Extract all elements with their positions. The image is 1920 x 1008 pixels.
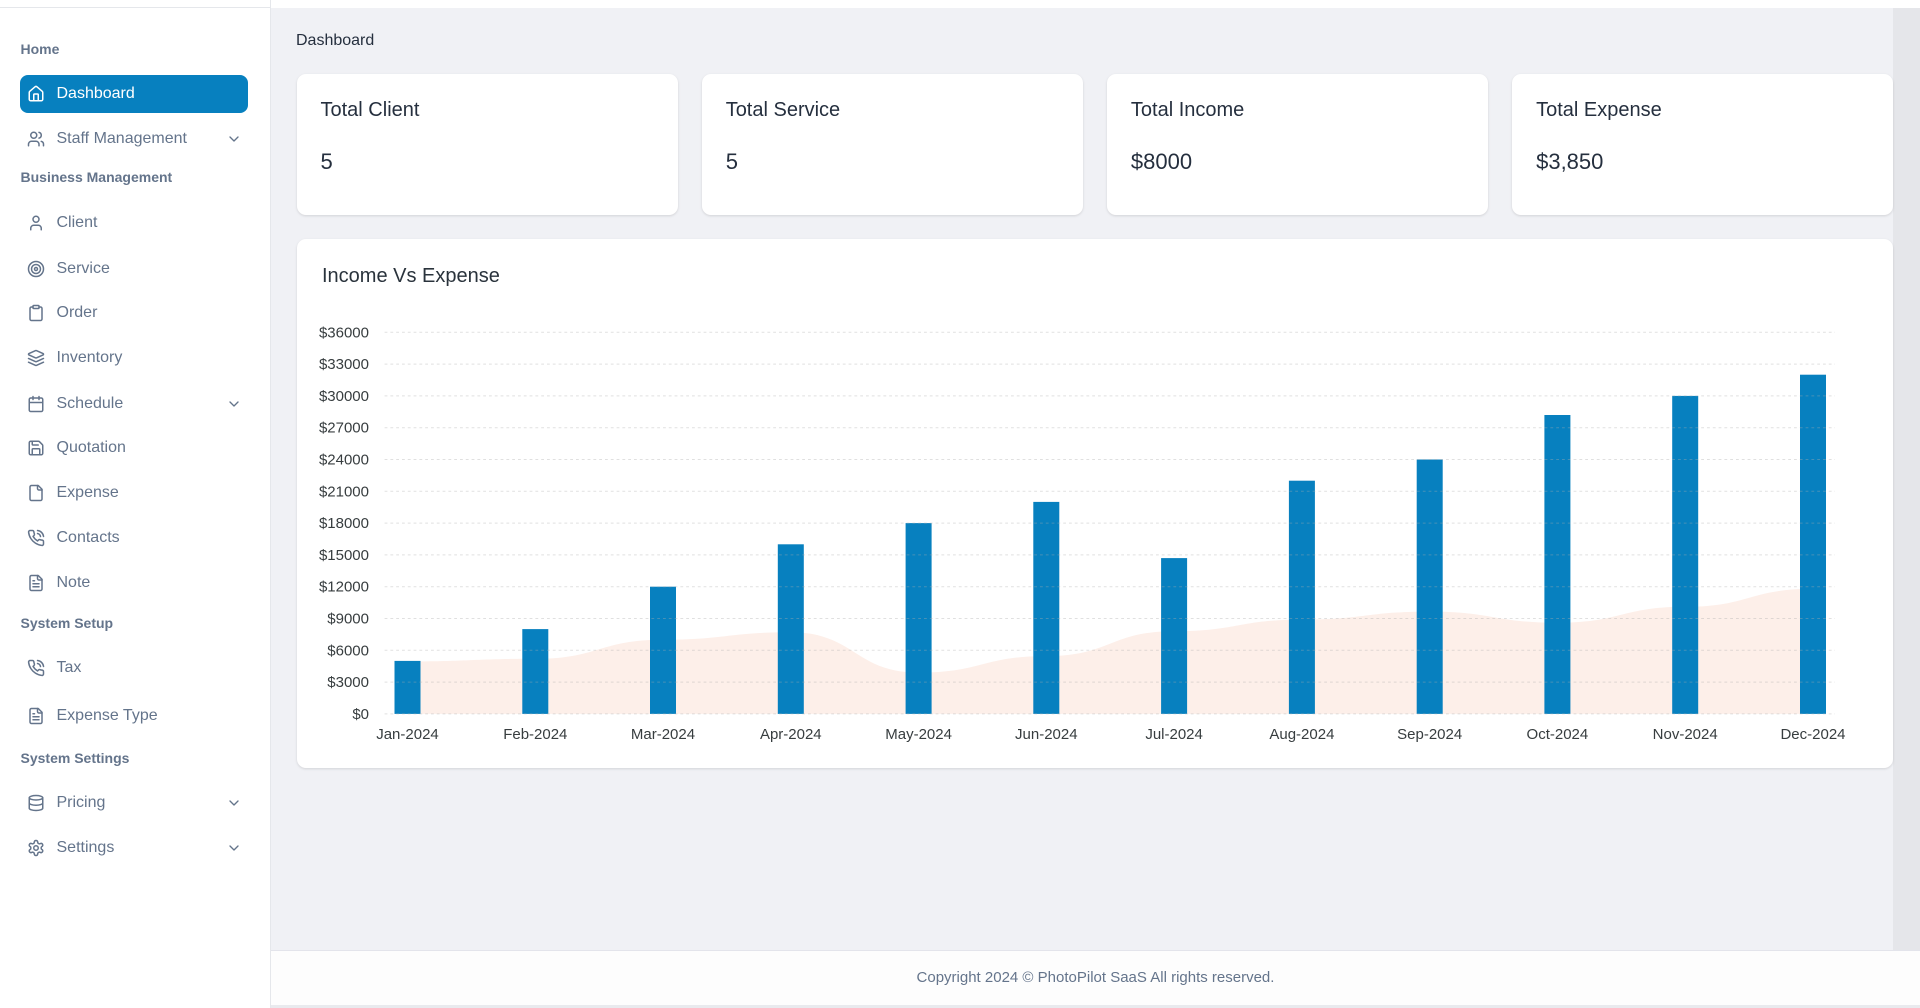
svg-text:Sep-2024: Sep-2024	[1397, 726, 1462, 743]
svg-text:$6000: $6000	[327, 642, 369, 659]
svg-text:Aug-2024: Aug-2024	[1269, 726, 1334, 743]
svg-text:$18000: $18000	[319, 515, 369, 532]
svg-text:$33000: $33000	[319, 356, 369, 373]
svg-text:$15000: $15000	[319, 547, 369, 564]
svg-text:$3000: $3000	[327, 674, 369, 691]
svg-text:May-2024: May-2024	[885, 726, 952, 743]
svg-text:Oct-2024: Oct-2024	[1527, 726, 1589, 743]
svg-text:$0: $0	[352, 706, 369, 723]
svg-text:Mar-2024: Mar-2024	[631, 726, 695, 743]
svg-text:Dec-2024: Dec-2024	[1780, 726, 1845, 743]
svg-text:$9000: $9000	[327, 611, 369, 628]
svg-text:Jan-2024: Jan-2024	[376, 726, 439, 743]
svg-text:Jun-2024: Jun-2024	[1015, 726, 1078, 743]
svg-text:Nov-2024: Nov-2024	[1653, 726, 1718, 743]
svg-text:$21000: $21000	[319, 483, 369, 500]
svg-text:$30000: $30000	[319, 388, 369, 405]
svg-text:$36000: $36000	[319, 324, 369, 341]
svg-text:$12000: $12000	[319, 579, 369, 596]
svg-text:$27000: $27000	[319, 420, 369, 437]
svg-text:Apr-2024: Apr-2024	[760, 726, 822, 743]
svg-text:$24000: $24000	[319, 452, 369, 469]
svg-text:Jul-2024: Jul-2024	[1145, 726, 1203, 743]
svg-text:Feb-2024: Feb-2024	[503, 726, 567, 743]
